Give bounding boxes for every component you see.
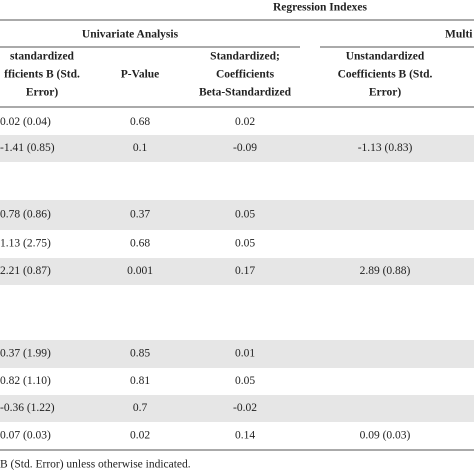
cell: 2.89 (0.88) bbox=[360, 265, 411, 277]
column-header: Coefficients B (Std. bbox=[338, 69, 433, 81]
row-background bbox=[0, 200, 474, 230]
cell: 0.7 bbox=[133, 402, 148, 414]
column-header: Beta-Standardized bbox=[199, 87, 292, 99]
cell: 0.68 bbox=[130, 238, 150, 250]
univariate-title: Univariate Analysis bbox=[82, 29, 179, 41]
cell: 0.05 bbox=[235, 375, 255, 387]
group-title: Regression Indexes bbox=[273, 2, 368, 14]
column-header: fficients B (Std. bbox=[4, 69, 80, 81]
cell: -0.09 bbox=[233, 142, 257, 154]
column-header: P-Value bbox=[121, 69, 160, 81]
row-background bbox=[0, 258, 474, 285]
cell: 0.78 (0.86) bbox=[0, 209, 51, 221]
cell: -0.36 (1.22) bbox=[0, 402, 55, 414]
column-header: standardized bbox=[10, 51, 75, 63]
cell: -1.13 (0.83) bbox=[358, 142, 413, 154]
row-background bbox=[0, 340, 474, 368]
column-header: Standardized; bbox=[210, 51, 280, 63]
column-header: Coefficients bbox=[216, 69, 275, 81]
cell: 0.07 (0.03) bbox=[0, 430, 51, 442]
cell: 0.09 (0.03) bbox=[360, 430, 411, 442]
cell: 0.82 (1.10) bbox=[0, 375, 51, 387]
cell: 0.68 bbox=[130, 116, 150, 128]
column-header: Error) bbox=[26, 87, 59, 99]
column-header: Unstandardized bbox=[346, 51, 425, 63]
column-header: Error) bbox=[369, 87, 402, 99]
cell: 0.14 bbox=[235, 430, 255, 442]
cell: 1.13 (2.75) bbox=[0, 238, 51, 250]
cell: 0.02 (0.04) bbox=[0, 116, 51, 128]
cell: 0.85 bbox=[130, 348, 150, 360]
cell: 0.37 bbox=[130, 209, 150, 221]
cell: 0.02 bbox=[235, 116, 255, 128]
row-background bbox=[0, 395, 474, 422]
cell: 0.01 bbox=[235, 348, 255, 360]
cell: 0.02 bbox=[130, 430, 150, 442]
cell: 0.1 bbox=[133, 142, 148, 154]
cell: 0.17 bbox=[235, 265, 255, 277]
cell: 0.05 bbox=[235, 209, 255, 221]
footnote: B (Std. Error) unless otherwise indicate… bbox=[0, 459, 191, 471]
table-content: standardized fficients B (Std. Error) P-Val… bbox=[0, 51, 433, 442]
cell: 0.001 bbox=[127, 265, 153, 277]
cell: 2.21 (0.87) bbox=[0, 265, 51, 277]
cell: -0.02 bbox=[233, 402, 257, 414]
multivariate-title: Multi bbox=[445, 29, 473, 41]
cell: 0.81 bbox=[130, 375, 150, 387]
cell: 0.37 (1.99) bbox=[0, 348, 51, 360]
cell: 0.05 bbox=[235, 238, 255, 250]
row-background bbox=[0, 135, 474, 162]
cell: -1.41 (0.85) bbox=[0, 142, 55, 154]
row-backgrounds bbox=[0, 135, 474, 422]
